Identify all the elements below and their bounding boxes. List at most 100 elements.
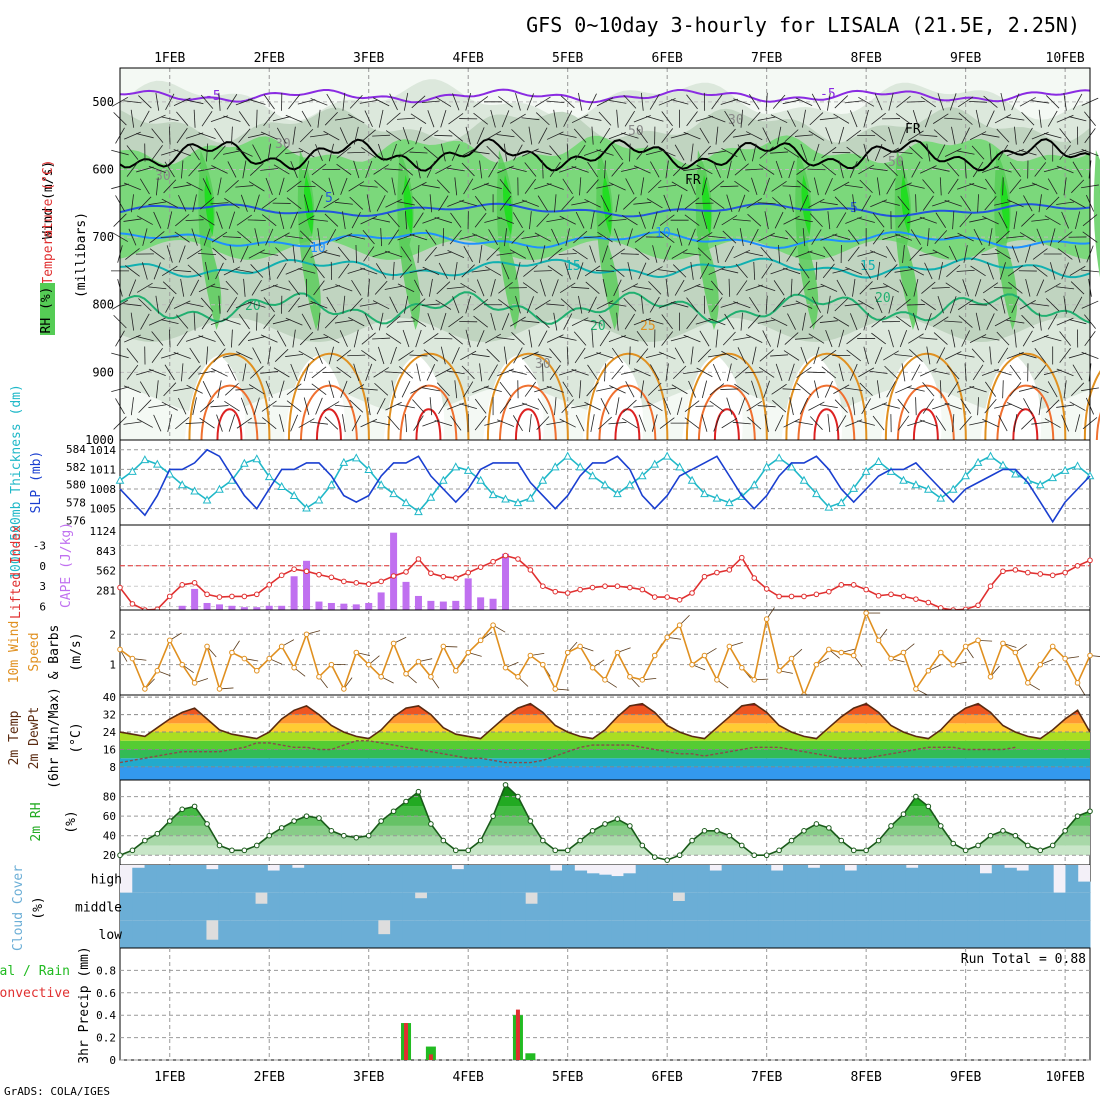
wind-barb [944, 320, 963, 323]
cloud-cell [1077, 920, 1091, 948]
cloud-cell [819, 920, 833, 948]
wind-barb [452, 93, 460, 111]
thickness-point [513, 498, 523, 507]
wind-barb [762, 330, 771, 347]
wind-barb [150, 231, 165, 244]
thickness-tick-label: 578 [66, 497, 86, 510]
wind-barb [1031, 385, 1049, 394]
rh2m-point [1000, 828, 1006, 834]
wind-barb [279, 414, 285, 432]
cloud-cell [537, 920, 551, 948]
bottom-date-label: 4FEB [453, 1070, 484, 1085]
wind-barb [772, 197, 787, 210]
wind-barb [471, 150, 490, 155]
cloud-cell [918, 920, 931, 948]
rh2m-point [614, 816, 621, 822]
wind-barb [894, 233, 913, 241]
wind-barb [1021, 314, 1035, 329]
contour-label: 50 [628, 124, 644, 139]
wind-barb [425, 229, 437, 245]
top-date-label: 9FEB [950, 51, 981, 66]
wind-barb [640, 380, 645, 399]
cloud-cell [205, 869, 219, 893]
wind-barb [659, 214, 675, 226]
precip-tick-label: 0 [109, 1054, 116, 1067]
wind-barb [796, 383, 812, 396]
wind-barb [361, 349, 377, 361]
wind-barb [315, 194, 323, 212]
wind-barb [998, 212, 1008, 229]
wind-barb [485, 130, 502, 141]
wind-barb [751, 177, 758, 196]
wind-barb [551, 228, 560, 246]
wind-barb [176, 330, 188, 347]
wind-barb [292, 245, 296, 263]
wind-barb [747, 111, 761, 126]
rh2m-point [465, 847, 472, 854]
cloud-cell [1004, 920, 1017, 948]
cloud-level-label: high [91, 873, 122, 888]
cape-bar [178, 605, 186, 610]
lifted-index-point [1062, 569, 1068, 576]
wind-barb [193, 109, 196, 128]
wind-barb [802, 228, 806, 247]
wind-barb [471, 353, 490, 358]
wind-barb [459, 403, 477, 410]
wind-barb [579, 177, 582, 196]
wind-barb [423, 146, 439, 159]
wind-barb [348, 317, 365, 327]
wind-barb [359, 388, 378, 391]
wind-barb [802, 312, 806, 331]
wind-barb [787, 110, 796, 127]
lifted-index-point [465, 569, 472, 576]
thickness-axis-title: 1000-500mb Thickness (dm) [9, 384, 24, 580]
cloud-cell [414, 920, 428, 948]
wind-barb [583, 319, 602, 324]
wind-barb [272, 284, 291, 291]
wind-barb [886, 246, 897, 262]
rh2m-point [962, 847, 969, 854]
wind-barb [323, 401, 340, 412]
wind-barb [1047, 178, 1058, 195]
wind-barb [397, 117, 416, 120]
wind-barb [285, 151, 304, 155]
wind-barb [809, 213, 823, 228]
wind-barb [372, 420, 391, 426]
wind10m-point [241, 655, 248, 662]
lifted-index-point [341, 578, 347, 585]
wind-barb [123, 334, 141, 343]
wind-axis-title: 10m Wind [7, 621, 22, 684]
wind-barb [297, 99, 316, 105]
wind-barb [838, 126, 845, 145]
wind-barb [388, 229, 399, 245]
wind-barb [773, 280, 785, 296]
wind-barb [362, 229, 375, 245]
wind-barb [1021, 416, 1035, 430]
wind-barb [140, 313, 150, 330]
wind-barb [574, 347, 586, 364]
cloud-cell [697, 865, 710, 893]
wind-barb [1011, 245, 1019, 263]
thickness-point [140, 455, 150, 464]
wind-barb [924, 262, 933, 280]
cloud-cell [942, 920, 956, 948]
wind-barb [529, 414, 532, 433]
wind-barb [1043, 335, 1062, 342]
rh2m-point [850, 847, 857, 854]
wind-barb [859, 382, 873, 396]
wind-barb [711, 297, 723, 313]
wind-barb [499, 398, 512, 414]
cloud-cell [954, 865, 968, 893]
cloud-cell [242, 865, 256, 893]
wind-barb [757, 202, 776, 205]
wind-barb [571, 201, 590, 206]
wind-barb [972, 161, 984, 178]
wind-barb [526, 245, 535, 263]
wind-barb [576, 262, 584, 280]
wind-barb [746, 198, 762, 209]
wind-barb [559, 282, 576, 294]
wind-barb [301, 246, 312, 262]
wind-barb [770, 354, 789, 357]
wind-barb [1034, 348, 1046, 363]
wind-barb [448, 316, 464, 328]
